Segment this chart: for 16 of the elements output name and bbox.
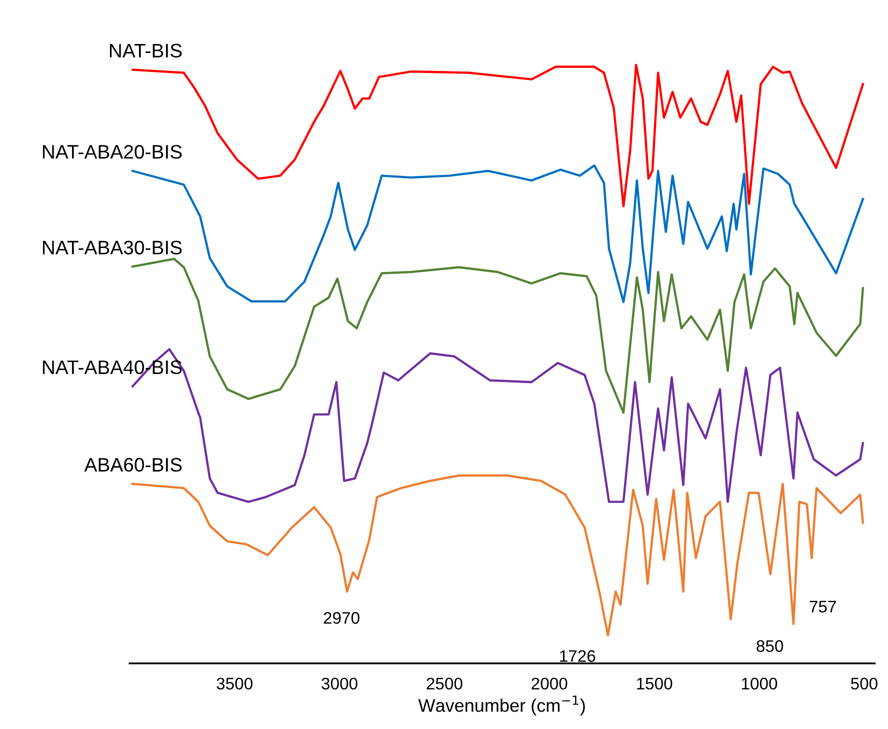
- annotation: 2970: [324, 612, 360, 624]
- x-tick-label: 500: [850, 678, 878, 690]
- series-label: ABA60-BIS: [84, 458, 182, 472]
- x-tick-label: 3500: [216, 678, 252, 690]
- x-tick-label: 3000: [322, 678, 358, 690]
- annotation: 850: [756, 640, 784, 652]
- series-label: NAT-BIS: [110, 44, 182, 58]
- x-tick-label: 1500: [637, 678, 672, 690]
- series-label: NAT-ABA30-BIS: [42, 240, 182, 254]
- x-tick-label: 2500: [426, 678, 462, 690]
- annotation: 757: [810, 600, 836, 613]
- series-label: NAT-ABA20-BIS: [42, 144, 182, 159]
- x-axis-title: Wavenumber (cm$^{−1}$): [418, 696, 585, 716]
- annotation: 1726: [560, 650, 596, 662]
- x-tick-label: 1000: [742, 678, 778, 690]
- x-tick-label: 2000: [532, 678, 568, 690]
